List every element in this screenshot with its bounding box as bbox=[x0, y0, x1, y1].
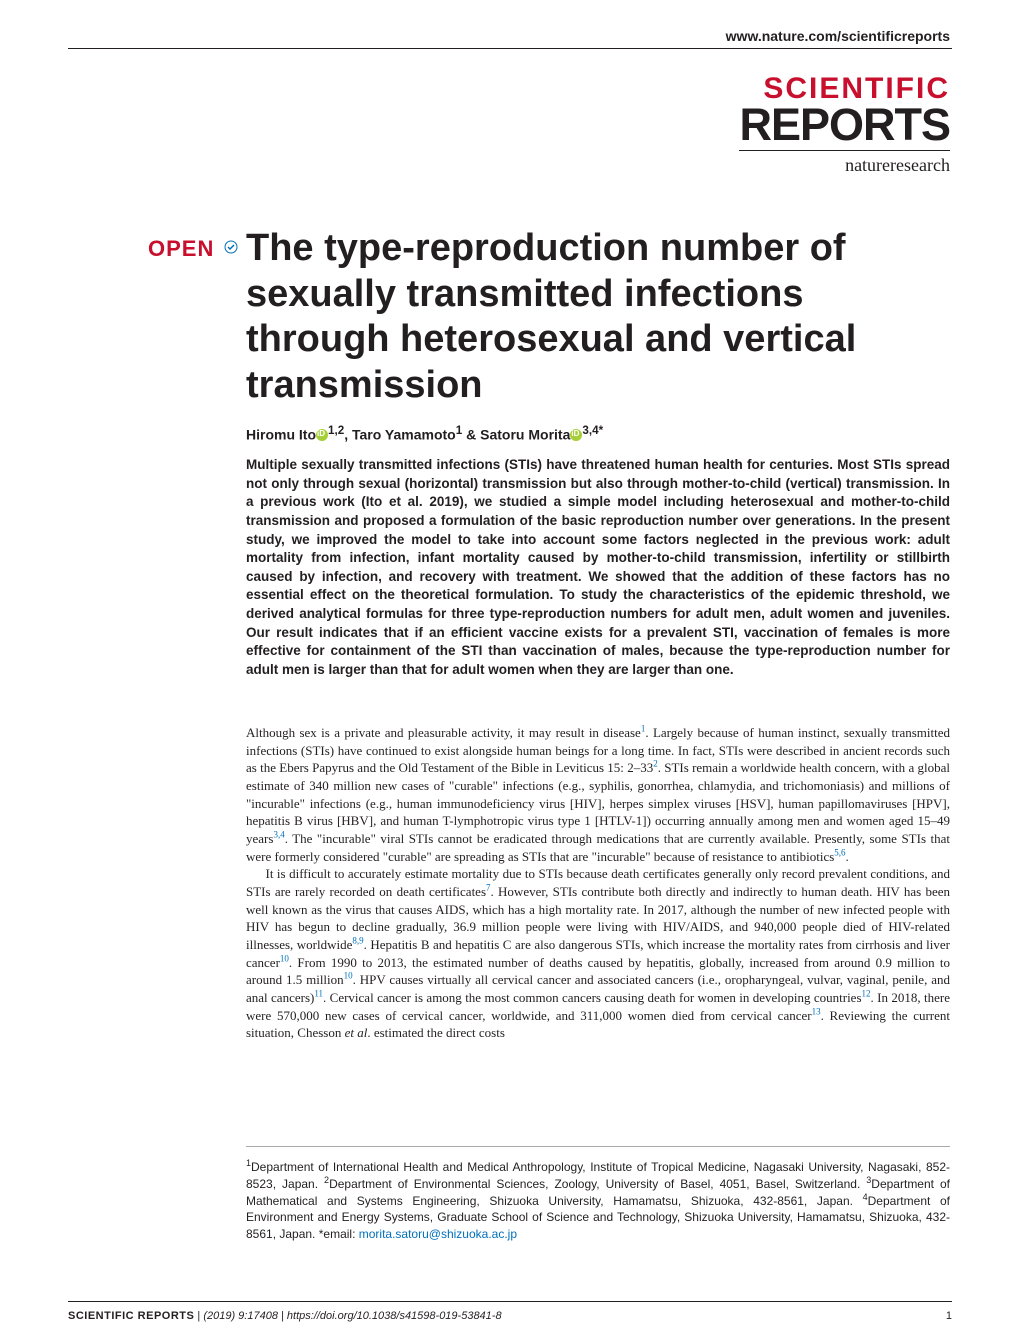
footer-journal: SCIENTIFIC REPORTS bbox=[68, 1310, 194, 1322]
footer-left: SCIENTIFIC REPORTS | (2019) 9:17408 | ht… bbox=[68, 1310, 502, 1322]
abstract-text: Multiple sexually transmitted infections… bbox=[246, 456, 950, 680]
ref-link[interactable]: 12 bbox=[862, 989, 871, 999]
header-url: www.nature.com/scientificreports bbox=[726, 28, 950, 44]
open-access-badge: OPEN bbox=[148, 236, 214, 262]
paragraph-1: Although sex is a private and pleasurabl… bbox=[246, 724, 950, 865]
ref-link[interactable]: 11 bbox=[314, 989, 323, 999]
ref-link[interactable]: 10 bbox=[344, 971, 353, 981]
ref-link[interactable]: 13 bbox=[812, 1006, 821, 1016]
header-rule bbox=[68, 48, 952, 49]
ref-link[interactable]: 10 bbox=[280, 953, 289, 963]
author-3-affil: 3,4* bbox=[582, 424, 603, 437]
check-updates-icon bbox=[224, 240, 238, 254]
corresponding-email[interactable]: morita.satoru@shizuoka.ac.jp bbox=[359, 1227, 517, 1241]
orcid-icon[interactable] bbox=[316, 429, 328, 441]
author-2-name: Taro Yamamoto bbox=[352, 427, 456, 443]
footer-page-number: 1 bbox=[946, 1310, 952, 1322]
orcid-icon[interactable] bbox=[570, 429, 582, 441]
author-2-affil: 1 bbox=[456, 424, 462, 437]
logo-divider bbox=[739, 150, 950, 151]
logo-reports: REPORTS bbox=[739, 106, 950, 144]
footer-citation: (2019) 9:17408 | https://doi.org/10.1038… bbox=[203, 1310, 501, 1322]
ref-link[interactable]: 3,4 bbox=[273, 830, 284, 840]
author-1-affil: 1,2 bbox=[328, 424, 344, 437]
ref-link[interactable]: 5,6 bbox=[834, 847, 845, 857]
author-3-name: Satoru Morita bbox=[480, 427, 570, 443]
author-1-name: Hiromu Ito bbox=[246, 427, 316, 443]
footer-rule bbox=[68, 1301, 952, 1302]
article-title: The type-reproduction number of sexually… bbox=[246, 226, 950, 408]
logo-nature: natureresearch bbox=[739, 155, 950, 176]
affiliations: 1Department of International Health and … bbox=[246, 1146, 950, 1243]
footer-separator: | bbox=[197, 1310, 200, 1322]
ref-link[interactable]: 8,9 bbox=[352, 936, 363, 946]
journal-logo: SCIENTIFIC REPORTS natureresearch bbox=[739, 72, 950, 176]
footer: SCIENTIFIC REPORTS | (2019) 9:17408 | ht… bbox=[68, 1310, 952, 1322]
authors-line: Hiromu Ito1,2, Taro Yamamoto1 & Satoru M… bbox=[246, 424, 950, 443]
body-text: Although sex is a private and pleasurabl… bbox=[246, 724, 950, 1042]
paragraph-2: It is difficult to accurately estimate m… bbox=[246, 865, 950, 1042]
